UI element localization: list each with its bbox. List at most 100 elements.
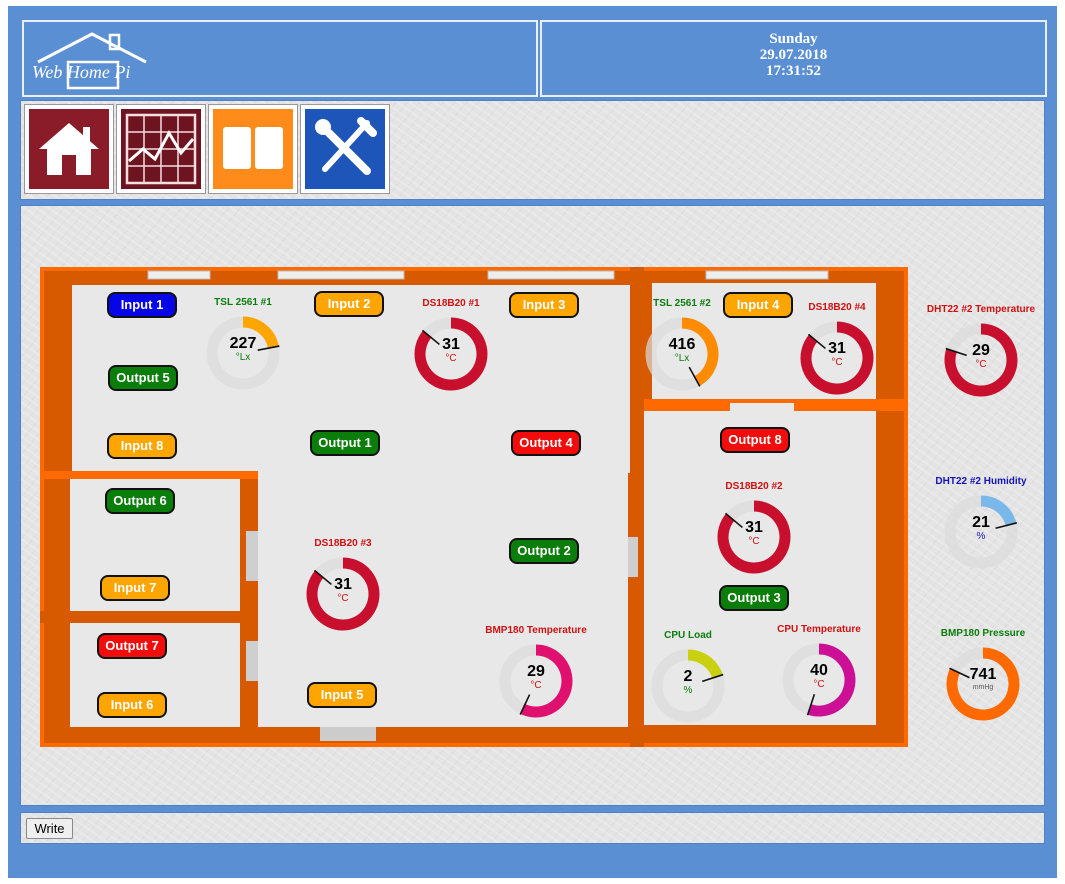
book-icon [213,109,293,189]
write-button[interactable]: Write [26,818,73,839]
gauge-value: 31 [442,336,460,353]
input-6-indicator[interactable]: Input 6 [97,692,167,718]
house-icon [29,109,109,189]
gauge-arc [206,316,280,390]
charts-button[interactable] [116,104,206,194]
gauge-dht22-2-temperature: DHT22 #2 Temperature 29 °C [927,304,1035,404]
gauge-title: DS18B20 #1 [422,298,480,309]
gauge-arc [944,495,1018,569]
gauge-ds18b20-2: DS18B20 #2 31 °C [712,481,796,581]
gauge-fill [520,644,573,718]
gauge-cpu-temperature: CPU Temperature 40 °C [777,624,861,724]
logo-icon [37,32,147,90]
gauge-needle [949,667,970,679]
home-button[interactable] [24,104,114,194]
gauge-title: DHT22 #2 Humidity [935,476,1027,487]
gauge-unit: °C [445,353,457,364]
day-label: Sunday [769,31,818,47]
gauge-tsl-2561-2: TSL 2561 #2 416 °Lx [640,298,724,398]
input-3-indicator[interactable]: Input 3 [509,292,579,318]
gauge-title: TSL 2561 #2 [653,298,711,309]
input-7-indicator[interactable]: Input 7 [100,575,170,601]
gauge-value: 40 [810,662,828,679]
gauge-cpu-load: CPU Load 2 % [646,630,730,730]
gauge-value: 416 [668,336,696,353]
input-4-indicator[interactable]: Input 4 [723,292,793,318]
output-2-toggle[interactable]: Output 2 [509,538,579,564]
gauge-fill [306,557,380,631]
gauge-arc [946,647,1020,721]
gauge-value: 29 [527,663,545,680]
input-1-indicator[interactable]: Input 1 [107,292,177,318]
gauge-value: 741 [969,666,997,683]
gauge-value: 2 [683,668,693,685]
gauge-unit: °C [813,679,825,690]
gauge-needle [702,673,724,683]
logo-text: Web Home Pi [32,62,131,82]
gauge-fill [414,317,488,391]
gauge-title: CPU Temperature [777,624,861,635]
gauge-value: 31 [828,340,846,357]
gauge-unit: mmHg [972,684,994,691]
gauge-fill [980,495,1017,527]
gauge-dht22-2-humidity: DHT22 #2 Humidity 21 % [935,476,1027,576]
gauge-unit: °C [831,357,843,368]
gauge-arc [306,557,380,631]
gauge-title: BMP180 Pressure [940,628,1026,639]
date-label: 29.07.2018 [759,47,828,63]
gauge-arc [717,500,791,574]
gauge-needle [807,333,826,350]
gauge-arc [414,317,488,391]
gauge-bmp180-temperature: BMP180 Temperature 29 °C [485,625,587,725]
gauge-tsl-2561-1: TSL 2561 #1 227 °Lx [201,297,285,397]
gauge-needle [257,345,280,351]
gauge-unit: °C [530,680,542,691]
gauge-needle [945,347,967,357]
output-8-toggle[interactable]: Output 8 [720,427,790,453]
gauge-unit: °Lx [674,353,690,364]
output-5-toggle[interactable]: Output 5 [108,365,178,391]
output-1-toggle[interactable]: Output 1 [310,430,380,456]
gauge-unit: °C [337,593,349,604]
gauge-unit: °Lx [235,352,251,363]
input-8-indicator[interactable]: Input 8 [107,433,177,459]
gauge-unit: °C [975,359,987,370]
datetime-panel: Sunday 29.07.2018 17:31:52 [540,20,1047,97]
gauge-value: 31 [745,519,763,536]
gauge-needle [995,522,1018,530]
tools-icon [305,109,385,189]
input-2-indicator[interactable]: Input 2 [314,291,384,317]
logo-panel: Web Home Pi [22,20,538,97]
gauge-fill [242,316,279,349]
gauge-fill [944,323,1018,397]
gauge-arc [800,321,874,395]
settings-button[interactable] [300,104,390,194]
gauge-value: 227 [229,335,257,352]
output-3-toggle[interactable]: Output 3 [719,585,789,611]
gauge-needle [806,694,816,716]
gauge-title: DS18B20 #2 [725,481,783,492]
gauge-arc [645,317,719,391]
gauge-ds18b20-4: DS18B20 #4 31 °C [795,302,879,402]
time-label: 17:31:52 [766,63,821,79]
gauge-needle [724,512,743,529]
gauge-fill [946,647,1020,721]
gauge-arc [499,644,573,718]
gauge-bmp180-pressure: BMP180 Pressure 741 mmHg [941,628,1025,728]
gauge-title: TSL 2561 #1 [214,297,272,308]
gauge-unit: % [683,685,693,696]
gauge-needle [688,366,701,387]
input-5-indicator[interactable]: Input 5 [307,682,377,708]
gauge-value: 29 [972,342,990,359]
gauge-arc [651,649,725,723]
gauge-title: DHT22 #2 Temperature [926,304,1036,315]
output-6-toggle[interactable]: Output 6 [105,488,175,514]
gauge-needle [313,569,332,586]
output-4-toggle[interactable]: Output 4 [511,430,581,456]
gauge-needle [519,694,531,715]
gauge-title: BMP180 Temperature [485,625,587,636]
log-button[interactable] [208,104,298,194]
gauge-value: 31 [334,576,352,593]
output-7-toggle[interactable]: Output 7 [97,633,167,659]
gauge-unit: °C [748,536,760,547]
